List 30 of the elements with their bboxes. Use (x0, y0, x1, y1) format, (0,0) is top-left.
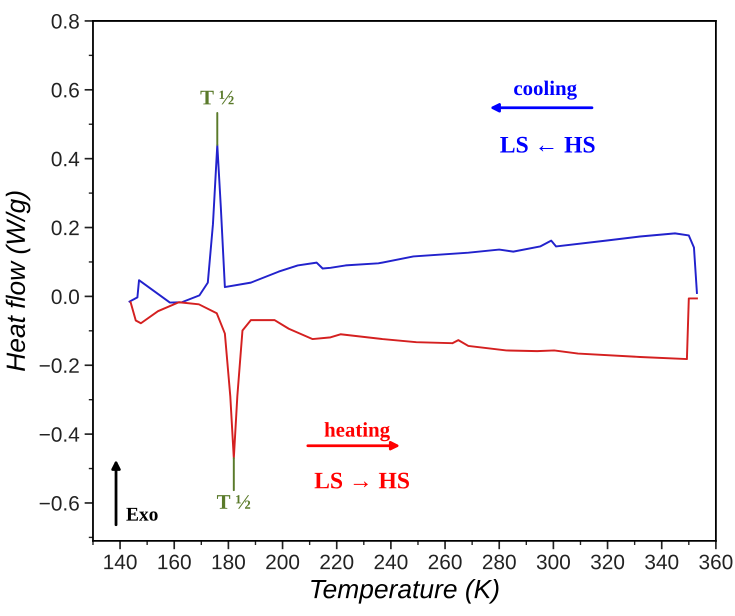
annotation: heating (324, 422, 390, 442)
x-tick-label: 280 (482, 554, 516, 570)
annotation: T ½ (216, 495, 250, 509)
x-tick-label: 260 (428, 554, 462, 570)
y-tick-label: 0.0 (52, 289, 79, 304)
line-series (130, 297, 698, 460)
x-tick-label: 180 (212, 554, 245, 570)
x-tick-label: 220 (320, 554, 354, 570)
x-tick-label: 160 (158, 554, 191, 570)
annotation: cooling (514, 80, 577, 100)
y-tick-label: 0.8 (52, 14, 79, 29)
x-tick-label: 320 (590, 554, 624, 570)
y-tick-label: 0.6 (52, 82, 79, 98)
x-axis-title: Temperature (K) (311, 579, 498, 604)
x-tick-label: 300 (536, 554, 570, 570)
annotation: T ½ (200, 90, 234, 104)
annotation: LS → HS (314, 472, 409, 489)
annotation: LS ← HS (500, 136, 595, 153)
y-tick-label: −0.4 (40, 427, 80, 442)
x-tick-label: 360 (699, 554, 732, 570)
x-tick-label: 200 (266, 554, 300, 570)
y-tick-label: −0.6 (40, 496, 79, 511)
x-tick-label: 240 (374, 554, 408, 570)
y-tick-label: −0.2 (40, 358, 79, 374)
y-tick-label: 0.2 (52, 220, 79, 236)
x-tick-label: 340 (645, 554, 678, 570)
annotation: Exo (126, 508, 158, 521)
y-tick-label: 0.4 (52, 152, 80, 166)
y-axis-title: Heat flow (W/g) (6, 192, 30, 371)
x-tick-label: 140 (104, 554, 137, 570)
